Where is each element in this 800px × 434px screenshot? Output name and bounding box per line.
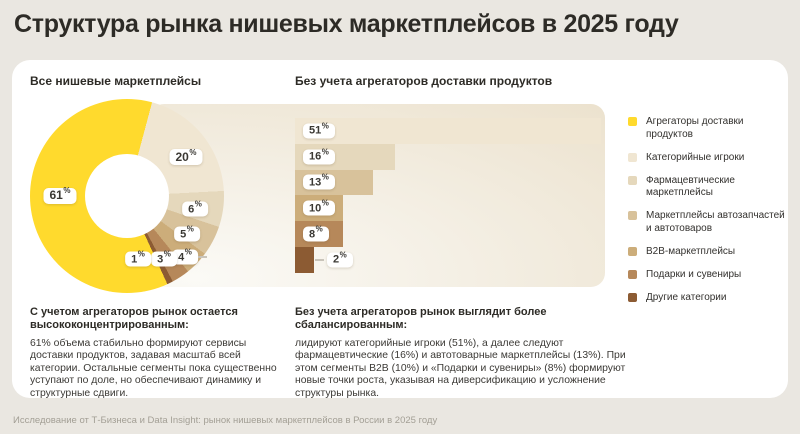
source-caption: Исследование от Т-Бизнеса и Data Insight… xyxy=(13,415,438,426)
bar-value-label: 51% xyxy=(303,122,335,139)
bar-value-label: 8% xyxy=(303,225,329,242)
infographic-card: Все нишевые маркетплейсы Без учета агрег… xyxy=(12,60,788,400)
legend-label: Подарки и сувениры xyxy=(646,268,742,280)
legend-label: Категорийные игроки xyxy=(646,151,745,163)
legend-swatch xyxy=(628,292,637,302)
bar-row: 10% xyxy=(295,195,605,222)
legend-label: Маркетплейсы автозапчастей и автотоваров xyxy=(646,210,785,234)
connector-line xyxy=(315,259,324,261)
bar xyxy=(295,247,314,273)
page-title: Структура рынка нишевых маркетплейсов в … xyxy=(14,10,679,38)
note-right-heading: Без учета агрегаторов рынок выглядит бол… xyxy=(295,306,547,331)
bar-row: 16% xyxy=(295,143,605,170)
note-left-heading: С учетом агрегаторов рынок остается высо… xyxy=(30,306,238,331)
legend-item: Маркетплейсы автозапчастей и автотоваров xyxy=(628,210,788,235)
legend-label: Агрегаторы доставки продуктов xyxy=(646,116,744,140)
donut-value-label: 3% xyxy=(151,250,177,267)
legend-swatch xyxy=(628,211,637,220)
legend-label: Другие категории xyxy=(646,291,727,303)
bar-chart: 51% 16% 13% 10% 8% 2% xyxy=(295,118,605,273)
bar-row: 8% xyxy=(295,221,605,247)
connector-line xyxy=(196,256,207,258)
bar-value-label: 10% xyxy=(303,199,335,216)
legend-item: Подарки и сувениры xyxy=(628,269,788,282)
legend-swatch xyxy=(628,152,637,162)
donut-chart-title: Все нишевые маркетплейсы xyxy=(30,74,202,88)
bar xyxy=(295,118,601,144)
legend-item: Категорийные игроки xyxy=(628,152,788,165)
note-right-body: лидируют категорийные игроки (51%), а да… xyxy=(295,338,626,399)
legend-label: Фармацевтические маркетплейсы xyxy=(646,174,735,199)
donut-value-label: 6% xyxy=(182,200,208,217)
donut-chart: 61% 20% 6% 5% 4% 3% 1% xyxy=(30,99,224,293)
legend-item: Агрегаторы доставки продуктов xyxy=(628,116,788,141)
note-left: С учетом агрегаторов рынок остается высо… xyxy=(30,306,286,400)
legend-item: B2B-маркетплейсы xyxy=(628,246,788,259)
donut-hole xyxy=(85,154,169,238)
bar-row: 2% xyxy=(295,247,605,273)
bar-chart-title: Без учета агрегаторов доставки продуктов xyxy=(295,74,553,88)
legend-item: Фармацевтические маркетплейсы xyxy=(628,175,788,200)
donut-value-label: 5% xyxy=(174,225,200,242)
bar-value-label: 13% xyxy=(303,173,335,190)
legend-label: B2B-маркетплейсы xyxy=(646,245,736,257)
note-left-body: 61% объема стабильно формируют сервисы д… xyxy=(30,338,277,399)
bar-row: 13% xyxy=(295,169,605,196)
legend-item: Другие категории xyxy=(628,292,788,305)
legend-swatch xyxy=(628,269,637,279)
donut-value-label: 61% xyxy=(43,187,77,204)
donut-value-label: 4% xyxy=(172,248,198,265)
donut-value-label: 1% xyxy=(125,250,151,267)
donut-value-label: 20% xyxy=(169,148,203,165)
legend: Агрегаторы доставки продуктов Категорийны… xyxy=(628,116,788,304)
bar-row: 51% xyxy=(295,118,605,144)
bar-value-label: 2% xyxy=(327,251,353,268)
legend-swatch xyxy=(628,246,637,256)
note-right: Без учета агрегаторов рынок выглядит бол… xyxy=(295,306,637,400)
legend-swatch xyxy=(628,175,637,185)
legend-swatch xyxy=(628,117,637,126)
bar-value-label: 16% xyxy=(303,148,335,165)
